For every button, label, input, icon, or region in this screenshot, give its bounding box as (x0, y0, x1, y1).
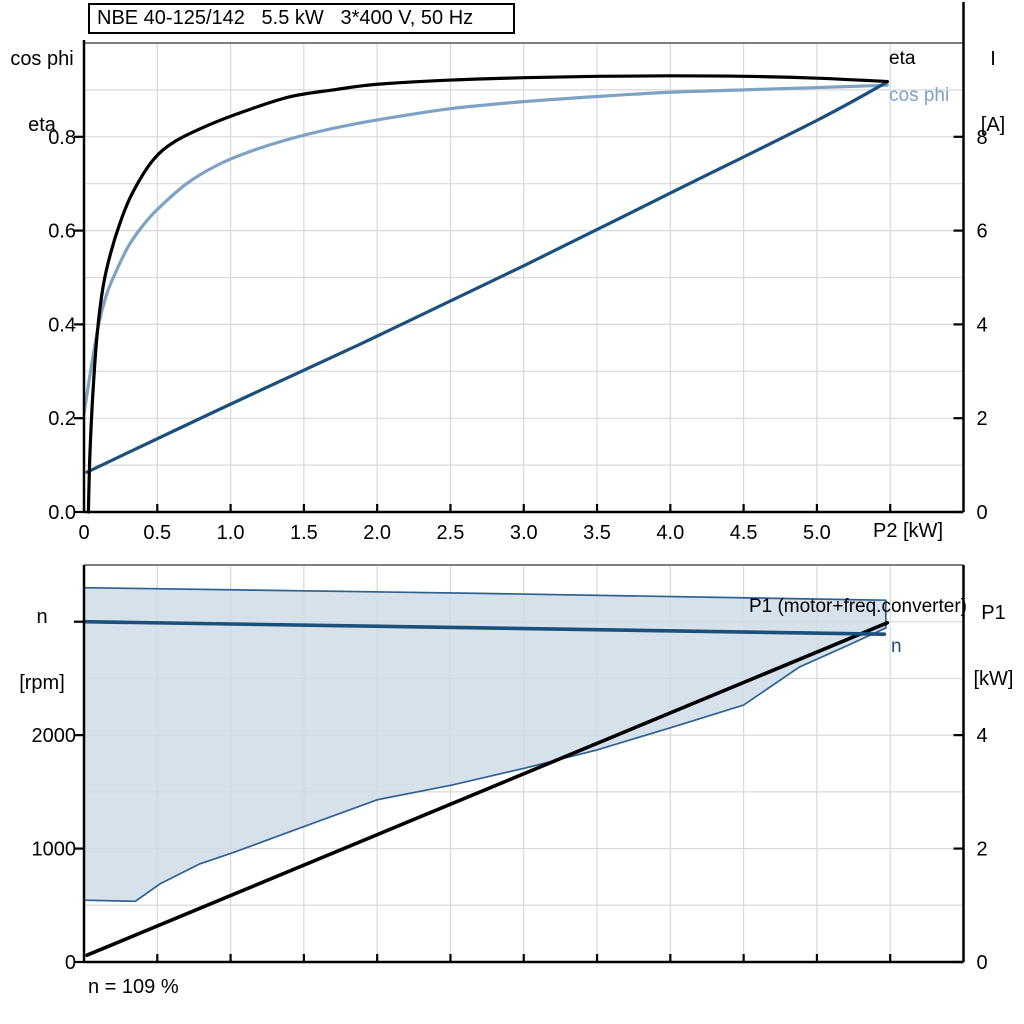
curves (84, 586, 890, 957)
left-tick-label: 0.8 (48, 127, 76, 149)
p1-axis-title-line2: [kW] (973, 668, 1014, 690)
right-tick-label: 4 (977, 725, 988, 747)
x-tick-label: 0 (78, 522, 89, 544)
x-tick-label: 4.5 (730, 522, 758, 544)
p1-band (84, 586, 887, 903)
right-tick-label: 4 (977, 314, 988, 336)
panel-motor-performance: 0.0 0.2 0.4 0.6 0.8 0 2 4 6 8 0 0.5 1.0 1.5 2.0 2.5 3.0 3… (48, 2, 988, 544)
x-tick-label: 2.0 (363, 522, 391, 544)
left-tick-label: 0.6 (48, 221, 76, 243)
top-right-axis-title: I [A] (963, 4, 1023, 180)
p1-axis-title-line1: P1 (981, 602, 1006, 624)
left-tick-label: 0.4 (48, 314, 76, 336)
right-tick-label: 6 (977, 221, 988, 243)
n-curve-label: n (891, 636, 902, 657)
left-tick-label: 0 (65, 952, 76, 974)
gridlines (84, 43, 964, 512)
top-left-axis-title: cos phi eta (0, 4, 84, 180)
left-tick-label: 1000 (32, 839, 77, 861)
ticks: 0.0 0.2 0.4 0.6 0.8 0 2 4 6 8 0 0.5 1.0 1.5 2.0 2.5 3.0 3… (48, 127, 987, 544)
right-tick-label: 0 (977, 502, 988, 524)
left-axis-title-line2: eta (28, 114, 56, 136)
right-tick-label: 2 (977, 839, 988, 861)
right-axis-title-line1: I (990, 48, 996, 70)
p1-line-curve (85, 621, 890, 957)
cos-phi-curve-label: cos phi (889, 85, 950, 106)
x-tick-label: 2.5 (437, 522, 465, 544)
n-curve-curve (84, 619, 887, 636)
x-tick-label: 1.0 (217, 522, 245, 544)
x-tick-label: 3.5 (583, 522, 611, 544)
right-axis-title-line2: [A] (980, 114, 1006, 136)
left-tick-label: 0.0 (48, 502, 76, 524)
x-tick-label: 0.5 (143, 522, 171, 544)
bottom-right-axis-title: P1 [kW] (963, 558, 1024, 734)
x-tick-label: 3.0 (510, 522, 538, 544)
right-tick-label: 2 (977, 408, 988, 430)
x-axis-title: P2 [kW] (872, 520, 943, 542)
n-axis-title-line1: n (36, 606, 48, 628)
chart-title-box: NBE 40-125/142 5.5 kW 3*400 V, 50 Hz (88, 3, 515, 34)
panel-speed-power: 0 1000 2000 0 2 4 (32, 564, 988, 974)
n-axis-title-line2: [rpm] (19, 672, 65, 694)
p1-band-label: P1 (motor+freq.converter) (748, 596, 967, 617)
chart-title: NBE 40-125/142 5.5 kW 3*400 V, 50 Hz (97, 7, 474, 29)
x-tick-label: 4.0 (656, 522, 684, 544)
speed-caption: n = 109 % (88, 976, 179, 998)
bottom-left-axis-title: n [rpm] (0, 562, 84, 738)
eta-curve-label: eta (889, 48, 916, 69)
right-tick-label: 8 (977, 127, 988, 149)
current-curve (85, 80, 889, 474)
right-tick-label: 0 (977, 952, 988, 974)
x-tick-label: 5.0 (803, 522, 831, 544)
curves (84, 74, 889, 514)
x-tick-label: 1.5 (290, 522, 318, 544)
eta-curve (86, 74, 889, 514)
cos-phi-curve (84, 83, 889, 416)
left-axis-title-line1: cos phi (10, 48, 74, 70)
ticks: 0 1000 2000 0 2 4 (32, 620, 988, 974)
left-tick-label: 0.2 (48, 408, 76, 430)
left-tick-label: 2000 (32, 725, 77, 747)
